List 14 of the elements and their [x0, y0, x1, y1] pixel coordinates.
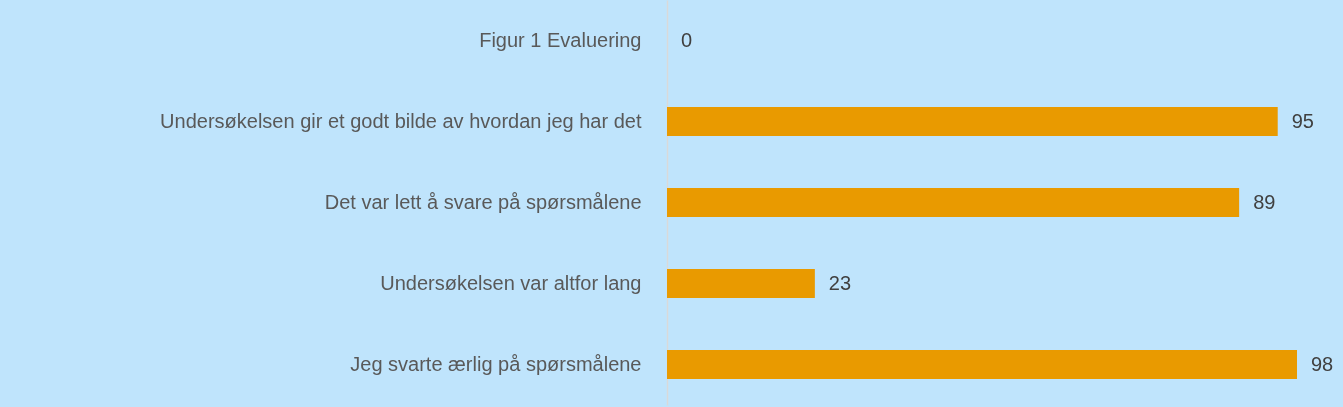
- data-label: 23: [828, 271, 852, 294]
- bar: [667, 268, 815, 299]
- y-tick-label: Jeg svarte ærlig på spørsmålene: [350, 352, 642, 375]
- y-tick-label: Det var lett å svare på spørsmålene: [324, 190, 642, 213]
- data-label: 89: [1253, 190, 1276, 213]
- bar: [667, 349, 1297, 380]
- bar: [667, 106, 1278, 137]
- data-label: 98: [1311, 352, 1334, 375]
- y-tick-label: Undersøkelsen var altfor lang: [380, 271, 642, 294]
- bar: [667, 187, 1240, 218]
- y-tick-label: Figur 1 Evaluering: [479, 28, 642, 51]
- data-label: 95: [1291, 109, 1314, 132]
- y-tick-label: Undersøkelsen gir et godt bilde av hvordan jeg har det: [160, 109, 642, 132]
- data-label: 0: [681, 28, 693, 51]
